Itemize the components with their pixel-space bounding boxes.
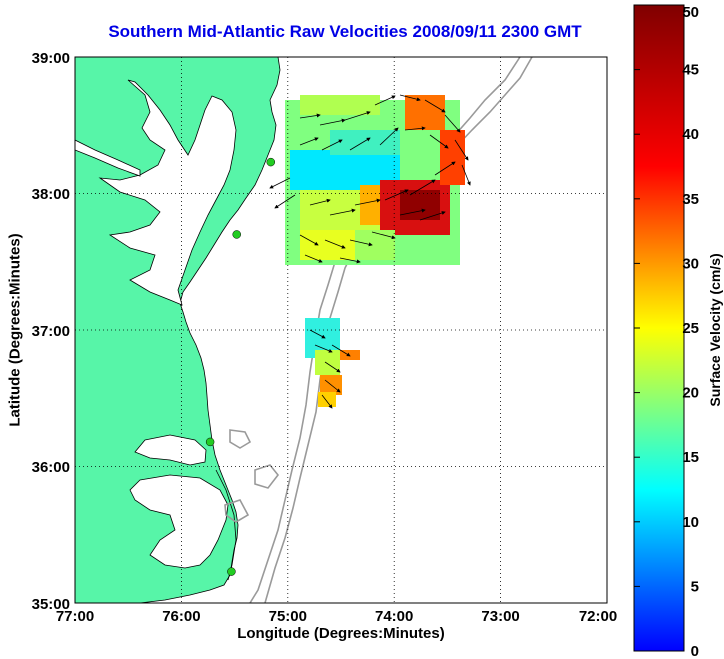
- velocity-arrows: [269, 94, 471, 409]
- y-tick-label: 35:00: [32, 596, 70, 613]
- y-tick-label: 36:00: [32, 459, 70, 476]
- radar-station-marker: [205, 437, 215, 447]
- colorbar: [633, 4, 685, 652]
- chesapeake-bay: [98, 79, 237, 306]
- x-tick-label: 75:00: [269, 608, 307, 625]
- radar-station-marker: [232, 230, 241, 239]
- x-tick-label: 72:00: [579, 608, 617, 625]
- y-tick-label: 39:00: [32, 50, 70, 67]
- y-tick-label: 38:00: [32, 186, 70, 203]
- radar-station-marker: [227, 567, 236, 576]
- velocity-field-north: [285, 95, 465, 265]
- radar-station-marker: [300, 57, 303, 58]
- colorbar-tick-label: 35: [682, 191, 699, 208]
- x-axis-label: Longitude (Degrees:Minutes): [237, 625, 445, 642]
- colorbar-tick-label: 20: [682, 385, 699, 402]
- colorbar-tick-label: 40: [682, 126, 699, 143]
- map-title: Southern Mid-Atlantic Raw Velocities 200…: [108, 22, 582, 41]
- colorbar-tick-label: 45: [682, 62, 699, 79]
- colorbar-tick-label: 25: [682, 320, 699, 337]
- colorbar-tick-label: 0: [691, 643, 699, 659]
- colorbar-tick-label: 10: [682, 514, 699, 531]
- colorbar-ticks: 0 5 10 15 20 25 30 35 40 45 50: [634, 4, 699, 659]
- colorbar-tick-label: 50: [682, 4, 699, 21]
- map-grid: [75, 57, 607, 603]
- potomac-river: [75, 139, 141, 177]
- radar-station-marker: [266, 157, 276, 167]
- pamlico-sound: [129, 474, 229, 569]
- x-tick-label: 73:00: [481, 608, 519, 625]
- x-tick-label: 77:00: [56, 608, 94, 625]
- x-tick-label: 76:00: [162, 608, 200, 625]
- x-tick-labels: 77:00 76:00 75:00 74:00 73:00 72:00: [56, 608, 617, 625]
- colorbar-tick-label: 15: [682, 449, 699, 466]
- y-tick-label: 37:00: [32, 323, 70, 340]
- colorbar-tick-label: 30: [682, 255, 699, 272]
- colorbar-tick-label: 5: [691, 578, 699, 595]
- plot-frame: [74, 56, 608, 604]
- x-tick-label: 74:00: [375, 608, 413, 625]
- albemarle-sound: [134, 434, 207, 466]
- y-tick-labels: 39:00 38:00 37:00 36:00 35:00: [32, 50, 70, 613]
